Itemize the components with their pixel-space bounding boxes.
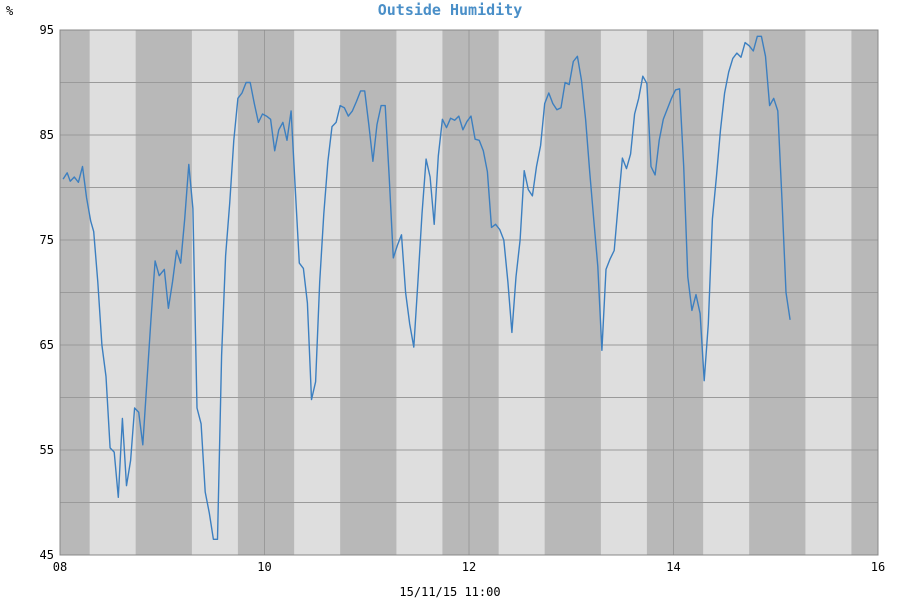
x-tick-label: 10 xyxy=(257,560,271,574)
x-axis-label: 15/11/15 11:00 xyxy=(399,585,500,599)
x-tick-label: 12 xyxy=(462,560,476,574)
chart-title: Outside Humidity xyxy=(378,1,523,19)
humidity-data-points xyxy=(63,36,791,540)
y-tick-label: 65 xyxy=(40,338,54,352)
x-tick-label: 16 xyxy=(871,560,885,574)
y-tick-label: 95 xyxy=(40,23,54,37)
y-tick-label: 45 xyxy=(40,548,54,562)
plot-frame xyxy=(59,29,879,556)
x-tick-label: 14 xyxy=(666,560,680,574)
x-tick-labels: 08 10 12 14 16 xyxy=(53,560,885,574)
y-axis-label: % xyxy=(6,4,14,18)
y-tick-label: 75 xyxy=(40,233,54,247)
y-tick-label: 55 xyxy=(40,443,54,457)
y-tick-label: 85 xyxy=(40,128,54,142)
x-tick-label: 08 xyxy=(53,560,67,574)
y-tick-labels: 45 55 65 75 85 95 xyxy=(40,23,54,562)
